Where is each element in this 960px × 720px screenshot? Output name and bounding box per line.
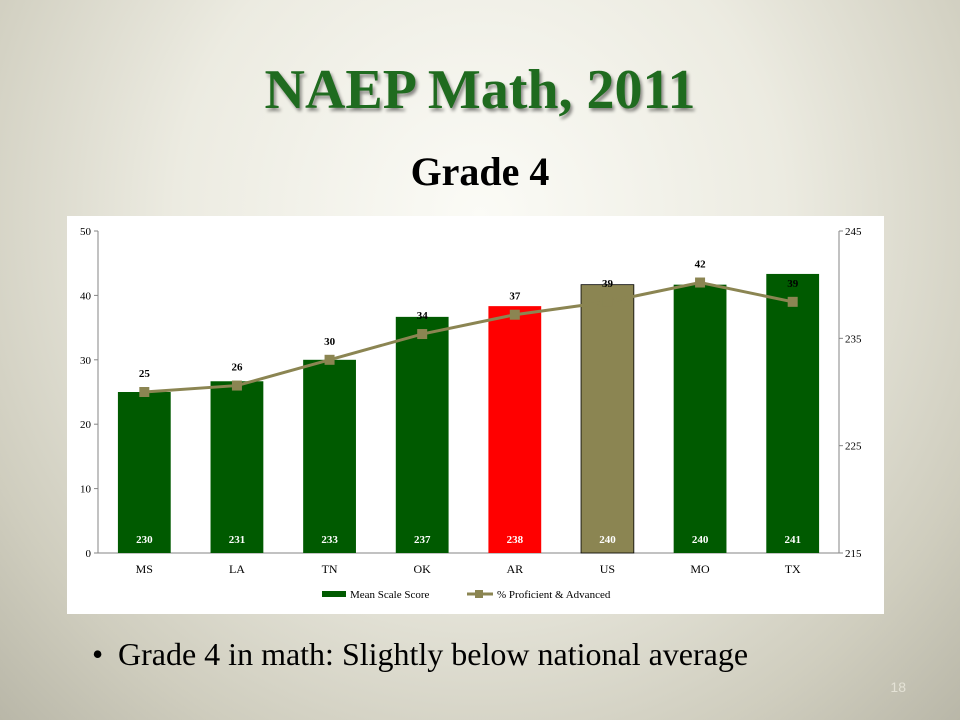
bar-value-label: 237	[414, 534, 431, 546]
bar	[488, 306, 542, 553]
left-tick-label: 40	[80, 290, 92, 302]
line-value-label: 37	[509, 291, 521, 303]
line-marker	[602, 296, 613, 307]
right-tick-label: 215	[845, 548, 862, 560]
x-tick-label: OK	[414, 562, 432, 576]
line-marker	[324, 354, 335, 365]
bar	[210, 381, 264, 553]
line-series	[144, 280, 793, 394]
bar-value-label: 241	[784, 534, 801, 546]
line-value-label: 25	[139, 368, 151, 380]
legend-line-marker	[475, 590, 483, 598]
bar-value-label: 230	[136, 534, 153, 546]
line-marker	[509, 309, 520, 320]
bar	[766, 273, 820, 553]
line-value-label: 42	[695, 259, 707, 271]
line-marker	[695, 277, 706, 288]
x-tick-label: US	[600, 562, 615, 576]
legend-bar-label: Mean Scale Score	[350, 589, 430, 601]
left-tick-label: 50	[80, 226, 92, 238]
combo-chart: 0 10 20 30 40 50 215 225 235 245 230 231 233 237 238 24…	[80, 226, 862, 601]
line-marker	[417, 329, 428, 340]
line-marker	[787, 296, 798, 307]
line-value-label: 30	[324, 336, 336, 348]
line-marker	[231, 380, 242, 391]
right-tick-label: 245	[845, 226, 862, 238]
bar	[395, 316, 449, 553]
bar-value-label: 233	[321, 534, 338, 546]
line-marker	[139, 387, 150, 397]
right-tick-label: 235	[845, 333, 862, 345]
bullet-text: Grade 4 in math: Slightly below national…	[118, 636, 749, 672]
bullet-icon: •	[92, 636, 104, 672]
bar	[303, 359, 356, 553]
bar-value-label: 231	[229, 534, 246, 546]
bar	[117, 392, 171, 553]
left-tick-label: 0	[86, 548, 92, 560]
chart-panel: 0 10 20 30 40 50 215 225 235 245 230 231 233 237 238 24…	[67, 216, 884, 614]
bar	[580, 284, 635, 554]
bar-value-label: 240	[692, 534, 709, 546]
x-tick-label: LA	[229, 562, 245, 576]
bullet-point: • Grade 4 in math: Slightly below nationa…	[92, 636, 932, 673]
bar	[673, 284, 727, 553]
left-tick-label: 30	[80, 355, 92, 367]
left-tick-label: 10	[80, 484, 92, 496]
x-tick-label: MS	[136, 562, 153, 576]
line-value-label: 39	[787, 278, 799, 290]
x-tick-label: TN	[322, 562, 338, 576]
slide-title: NAEP Math, 2011	[264, 59, 696, 121]
line-value-label: 26	[231, 362, 243, 374]
legend-bar-swatch	[322, 591, 346, 597]
bar-value-label: 240	[599, 534, 616, 546]
slide-subtitle: Grade 4	[410, 149, 550, 194]
bar-value-label: 238	[507, 534, 524, 546]
x-tick-label: AR	[506, 562, 523, 576]
line-value-label: 39	[602, 278, 614, 290]
page-number: 18	[890, 679, 906, 695]
x-tick-label: MO	[690, 562, 710, 576]
legend-line-label: % Proficient & Advanced	[497, 589, 611, 601]
left-tick-label: 20	[80, 419, 92, 431]
right-tick-label: 225	[845, 441, 862, 453]
x-tick-label: TX	[785, 562, 801, 576]
line-value-label: 34	[417, 310, 429, 322]
